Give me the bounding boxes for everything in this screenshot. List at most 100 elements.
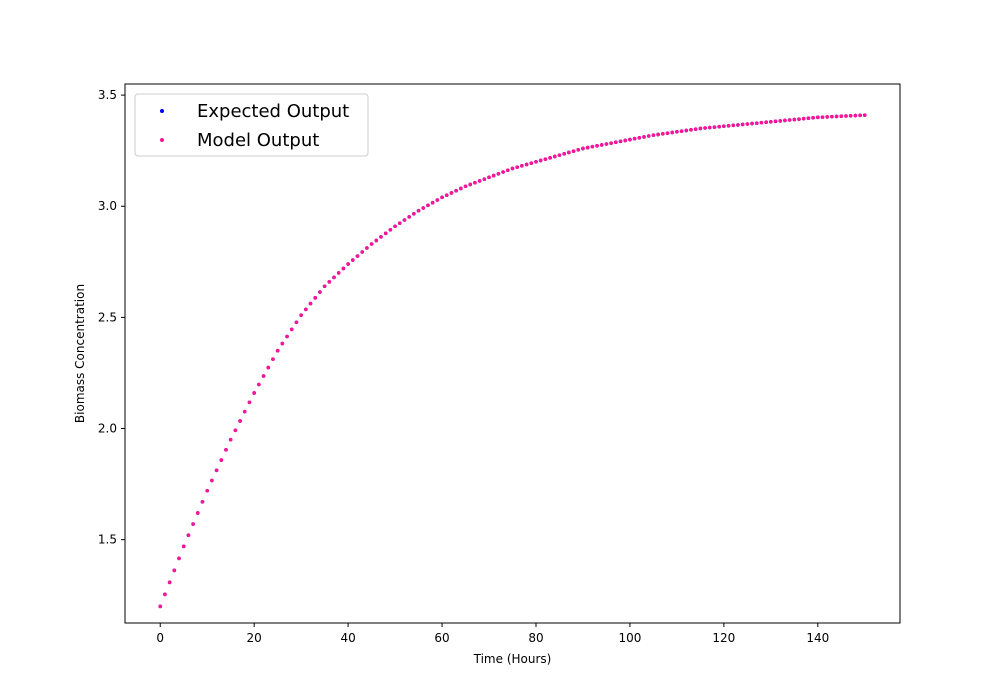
data-point	[797, 117, 801, 121]
data-point	[759, 120, 764, 125]
data-point	[712, 125, 717, 129]
data-point	[661, 131, 665, 136]
data-point	[745, 122, 750, 126]
data-point	[637, 135, 642, 140]
data-point	[463, 184, 468, 189]
data-point	[477, 179, 482, 183]
data-point	[642, 135, 646, 139]
data-point	[412, 212, 416, 216]
data-point	[224, 448, 228, 452]
data-point	[703, 126, 707, 130]
data-point	[562, 151, 566, 156]
legend-label-model: Model Output	[197, 130, 319, 151]
data-point	[487, 175, 491, 180]
data-point	[740, 122, 745, 127]
data-point	[726, 123, 731, 128]
data-point	[806, 116, 811, 121]
data-point	[736, 123, 740, 127]
x-axis-title: Time (Hours)	[473, 652, 552, 666]
data-point	[444, 193, 449, 197]
data-point	[754, 121, 759, 125]
data-point	[346, 262, 350, 266]
data-point	[769, 119, 773, 124]
data-point	[595, 143, 599, 148]
y-axis-title: Biomass Concentration	[73, 284, 87, 423]
data-point	[228, 437, 233, 442]
data-point	[557, 153, 562, 157]
data-point	[214, 468, 219, 473]
data-point	[205, 488, 209, 493]
x-tick-label: 40	[340, 631, 355, 645]
data-point	[210, 478, 214, 483]
legend-label-expected: Expected Output	[197, 101, 349, 122]
data-point	[853, 113, 858, 118]
data-point	[731, 123, 736, 128]
data-point	[313, 296, 318, 300]
data-point	[308, 301, 313, 306]
data-point	[416, 208, 421, 213]
data-point	[520, 163, 524, 168]
data-point	[318, 290, 322, 294]
data-point	[576, 147, 581, 152]
y-tick-label: 3.5	[98, 88, 117, 102]
data-point	[548, 155, 552, 160]
data-point	[191, 522, 195, 526]
data-point	[604, 142, 609, 146]
data-point	[491, 173, 496, 178]
data-point	[538, 158, 543, 163]
data-point	[289, 327, 294, 332]
data-point	[862, 113, 867, 117]
data-point	[609, 141, 613, 145]
data-point	[506, 168, 510, 173]
data-point	[299, 313, 303, 317]
x-tick-label: 0	[156, 631, 164, 645]
data-point	[177, 556, 181, 561]
data-point	[365, 246, 369, 250]
data-point	[811, 115, 815, 120]
data-point	[693, 127, 698, 131]
legend-marker-model	[160, 138, 164, 142]
data-point	[567, 150, 571, 155]
data-point	[181, 544, 186, 549]
data-point	[200, 500, 205, 504]
data-point	[397, 221, 402, 225]
data-point	[534, 159, 538, 164]
y-tick-label: 2.0	[98, 422, 117, 436]
data-point	[632, 136, 637, 141]
data-point	[449, 191, 454, 195]
data-point	[186, 533, 191, 537]
data-point	[599, 143, 604, 147]
data-point	[656, 132, 660, 137]
data-point	[581, 146, 585, 151]
data-point	[848, 113, 853, 118]
data-point	[684, 128, 689, 133]
data-point	[242, 409, 247, 414]
data-point	[351, 258, 355, 262]
data-point	[167, 580, 172, 585]
data-point	[670, 130, 674, 135]
data-point	[689, 127, 693, 132]
data-point	[679, 129, 684, 133]
x-tick-label: 100	[618, 631, 641, 645]
data-point	[515, 165, 519, 169]
data-point	[294, 320, 299, 325]
data-point	[501, 170, 505, 174]
y-axis: 1.5 2.0 2.5 3.0 3.5	[98, 88, 125, 547]
data-point	[571, 149, 576, 153]
data-point	[717, 124, 721, 129]
data-point	[374, 238, 379, 243]
legend-frame	[134, 93, 369, 157]
x-tick-label: 140	[806, 631, 829, 645]
data-point	[369, 242, 374, 246]
data-point	[844, 114, 848, 118]
data-point	[628, 137, 632, 142]
data-point	[590, 144, 595, 149]
data-point	[651, 133, 656, 137]
data-point	[430, 200, 435, 205]
data-point	[858, 113, 862, 118]
data-point	[722, 124, 726, 129]
data-point	[623, 138, 628, 143]
y-tick-label: 2.5	[98, 310, 117, 324]
data-point	[839, 114, 844, 119]
